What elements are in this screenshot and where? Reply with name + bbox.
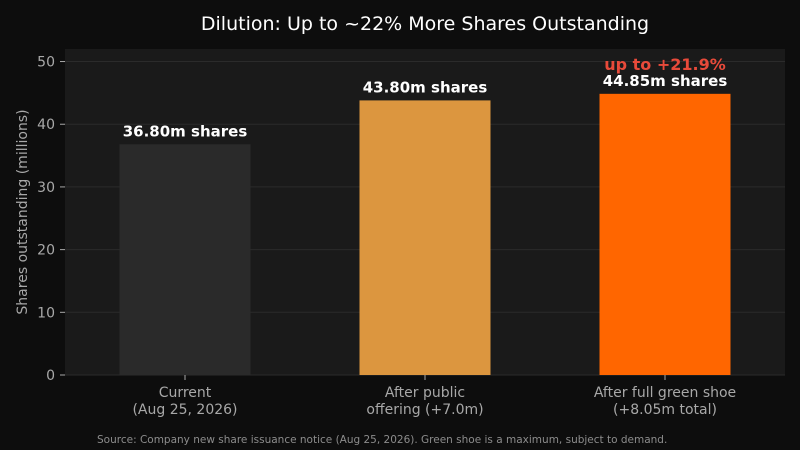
label-layer: 36.80m shares 43.80m shares 44.85m sharesu…	[123, 55, 728, 140]
axis-layer: 0 10 20 30 40 50 Current(Aug 25, 2026) After pu…	[37, 55, 736, 418]
x-tick-label: After full green shoe	[594, 385, 736, 401]
source-note: Source: Company new share issuance notic…	[97, 434, 667, 446]
bar	[119, 144, 251, 375]
y-tick-label: 30	[37, 180, 55, 196]
x-tick-label: (+8.05m total)	[613, 402, 717, 418]
chart-title: Dilution: Up to ~22% More Shares Outstan…	[201, 13, 649, 35]
bar	[359, 100, 491, 376]
x-tick-label: (Aug 25, 2026)	[132, 402, 237, 418]
bar-annotation: up to +21.9%	[604, 55, 726, 74]
y-tick-label: 20	[37, 243, 55, 259]
data-label: 44.85m shares	[603, 72, 728, 90]
data-label: 36.80m shares	[123, 122, 248, 140]
y-tick-label: 0	[46, 368, 55, 384]
bar	[599, 93, 731, 375]
x-tick-label: After public	[385, 385, 465, 401]
y-tick-label: 40	[37, 117, 55, 133]
data-label: 43.80m shares	[363, 78, 488, 96]
y-axis-label: Shares outstanding (millions)	[15, 109, 31, 314]
y-tick-label: 10	[37, 305, 55, 321]
y-tick-label: 50	[37, 55, 55, 71]
x-tick-label: Current	[159, 385, 212, 401]
bar-layer	[119, 93, 731, 376]
x-tick-label: offering (+7.0m)	[366, 402, 483, 418]
